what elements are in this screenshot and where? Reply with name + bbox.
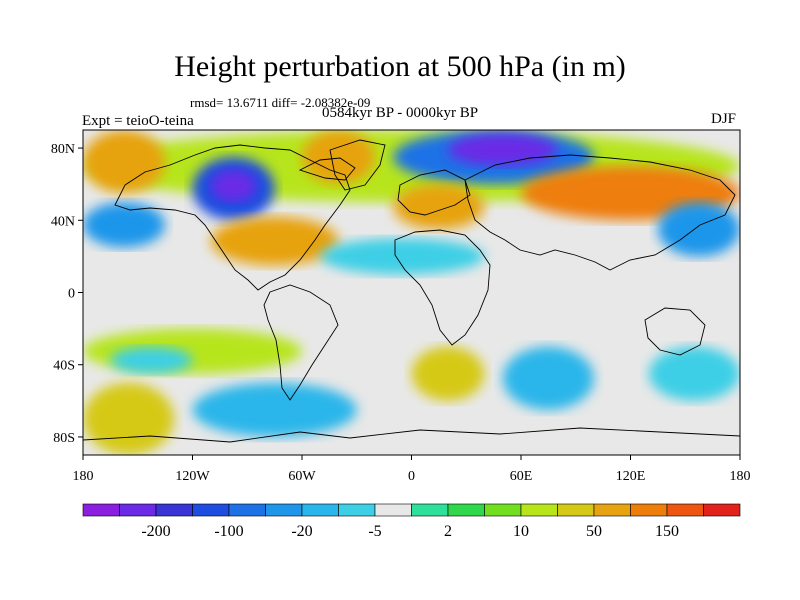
plot-area — [83, 130, 740, 455]
colorbar-swatch — [155, 503, 193, 517]
period-label: 0584kyr BP - 0000kyr BP — [322, 105, 479, 121]
coastlines — [83, 139, 740, 443]
colorbar-swatch — [593, 503, 631, 517]
field-regions — [83, 130, 740, 455]
field-region — [110, 346, 193, 374]
colorbar-swatch — [82, 503, 120, 517]
field-region — [648, 346, 740, 401]
colorbar-label: -5 — [368, 523, 381, 540]
y-tick-label: 0 — [68, 287, 75, 302]
field-region — [210, 169, 257, 203]
colorbar-label: 50 — [586, 523, 602, 540]
colorbar-swatch — [411, 503, 449, 517]
field-region — [448, 133, 558, 167]
chart-title: Height perturbation at 500 hPa (in m) — [174, 50, 626, 83]
colorbar-swatch — [557, 503, 595, 517]
colorbar-label: -200 — [141, 523, 170, 540]
field-region — [657, 202, 740, 257]
x-axis: 180 120W 60W 0 60E 120E 180 — [73, 455, 751, 484]
field-region — [502, 346, 594, 410]
colorbar-swatch — [192, 503, 230, 517]
colorbar-swatch — [374, 503, 412, 517]
colorbar: -200 -100 -20 -5 2 10 50 150 — [82, 503, 741, 540]
colorbar-label: -20 — [291, 523, 312, 540]
colorbar-swatch — [338, 503, 376, 517]
y-tick-label: 80N — [51, 142, 75, 157]
y-axis: 80N 40N 0 40S 80S — [51, 142, 83, 446]
field-region — [192, 382, 357, 437]
colorbar-label: 10 — [513, 523, 529, 540]
x-tick-label: 120W — [175, 469, 210, 484]
y-tick-label: 80S — [53, 431, 75, 446]
season-label: DJF — [711, 111, 737, 127]
y-tick-label: 40S — [53, 359, 75, 374]
colorbar-label: -100 — [214, 523, 243, 540]
x-tick-label: 120E — [616, 469, 646, 484]
field-region — [411, 346, 485, 401]
colorbar-swatch — [484, 503, 522, 517]
colorbar-swatch — [228, 503, 266, 517]
stats-line: rmsd= 13.6711 diff= -2.08382e-09 — [190, 95, 371, 110]
y-tick-label: 40N — [51, 214, 75, 229]
field-region — [302, 130, 375, 185]
colorbar-swatch — [301, 503, 339, 517]
field-region — [210, 216, 339, 266]
colorbar-label: 2 — [444, 523, 452, 540]
x-tick-label: 180 — [730, 469, 751, 484]
field-region — [83, 328, 302, 374]
colorbar-swatch — [630, 503, 668, 517]
x-tick-label: 60W — [288, 469, 316, 484]
field-region — [393, 184, 485, 230]
x-tick-label: 0 — [408, 469, 415, 484]
colorbar-swatch — [666, 503, 704, 517]
field-region — [320, 238, 485, 275]
field-region — [83, 382, 175, 455]
colorbar-swatch — [119, 503, 157, 517]
experiment-label: Expt = teioO-teina — [82, 113, 194, 129]
field-region — [83, 130, 166, 194]
colorbar-swatch — [520, 503, 558, 517]
colorbar-swatch — [265, 503, 303, 517]
x-tick-label: 60E — [510, 469, 533, 484]
field-region — [83, 202, 166, 248]
colorbar-swatch — [703, 503, 741, 517]
colorbar-swatch — [447, 503, 485, 517]
x-tick-label: 180 — [73, 469, 94, 484]
colorbar-label: 150 — [655, 523, 679, 540]
